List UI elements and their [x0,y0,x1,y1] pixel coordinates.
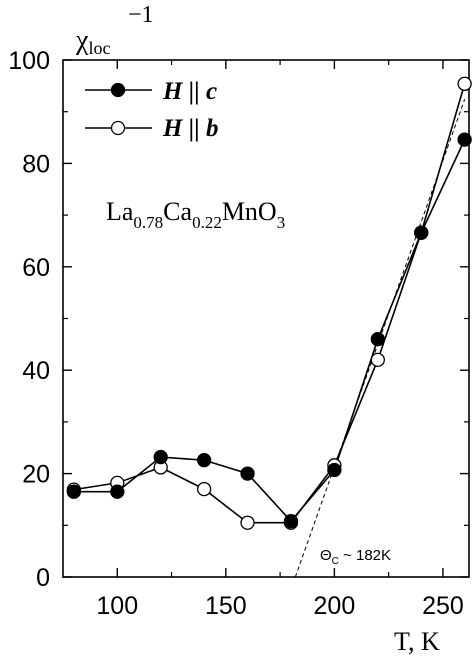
compound-formula: La0.78Ca0.22MnO3 [106,197,285,232]
data-point-h-c-220 [370,332,385,347]
plot-frame [62,59,470,578]
x-tick-label-250: 250 [422,592,464,620]
y-tick-label-40: 40 [22,357,50,385]
legend-label-h-b: H || b [162,115,218,142]
compound-part-1: La [106,197,134,226]
y-tick-label-60: 60 [22,254,50,282]
y-axis-label-symbol: χ [75,25,89,56]
ticks [63,59,469,578]
data-point-h-c-100 [110,484,125,499]
y-axis-label-superscript: −1 [128,2,154,28]
y-tick-label-20: 20 [22,461,50,489]
y-tick-label-0: 0 [36,564,50,592]
data-point-h-b-260 [457,76,472,91]
data-point-h-b-160 [240,515,255,530]
theta-c-subscript: C [332,556,339,567]
series-line-h-b [73,83,466,524]
x-tick-label-200: 200 [314,592,356,620]
x-tick-label-150: 150 [205,592,247,620]
data-point-h-c-80 [66,484,82,499]
data-point-h-c-240 [414,225,429,240]
data-point-h-b-220 [370,352,385,368]
compound-part-1-sub: 0.78 [133,213,163,232]
x-axis-label: T, K [394,627,440,656]
legend: H || c H || b [85,78,218,142]
theta-c-value: ~ 182K [339,547,391,564]
data-point-h-b-140 [196,481,212,497]
compound-part-2-sub: 0.22 [192,213,222,232]
series-line-h-c [73,139,466,523]
compound-part-3-sub: 3 [277,213,286,232]
theta-c-symbol: Θ [320,547,332,564]
y-axis-label: χloc −1 [75,2,154,58]
y-tick-label-80: 80 [22,150,50,178]
legend-marker-h-b [110,120,126,136]
data-point-h-c-180 [283,514,299,529]
legend-marker-h-c [110,82,126,98]
legend-label-h-c: H || c [162,78,217,105]
data-point-h-c-140 [196,453,212,468]
data-point-h-c-160 [240,466,255,481]
data-point-h-c-200 [327,462,342,478]
y-axis-label-subscript: loc [88,38,110,58]
compound-part-2: Ca [163,197,192,226]
data-point-h-c-260 [457,132,472,147]
theta-c-annotation: ΘC ~ 182K [320,547,391,567]
series-group [66,76,472,530]
x-tick-label-100: 100 [96,592,138,620]
compound-part-3: MnO [222,197,277,226]
axes [62,59,470,578]
y-tick-label-100: 100 [8,47,50,75]
tick-labels: 100 150 200 250 0 20 40 60 80 100 [8,47,464,620]
data-point-h-c-120 [153,449,168,465]
